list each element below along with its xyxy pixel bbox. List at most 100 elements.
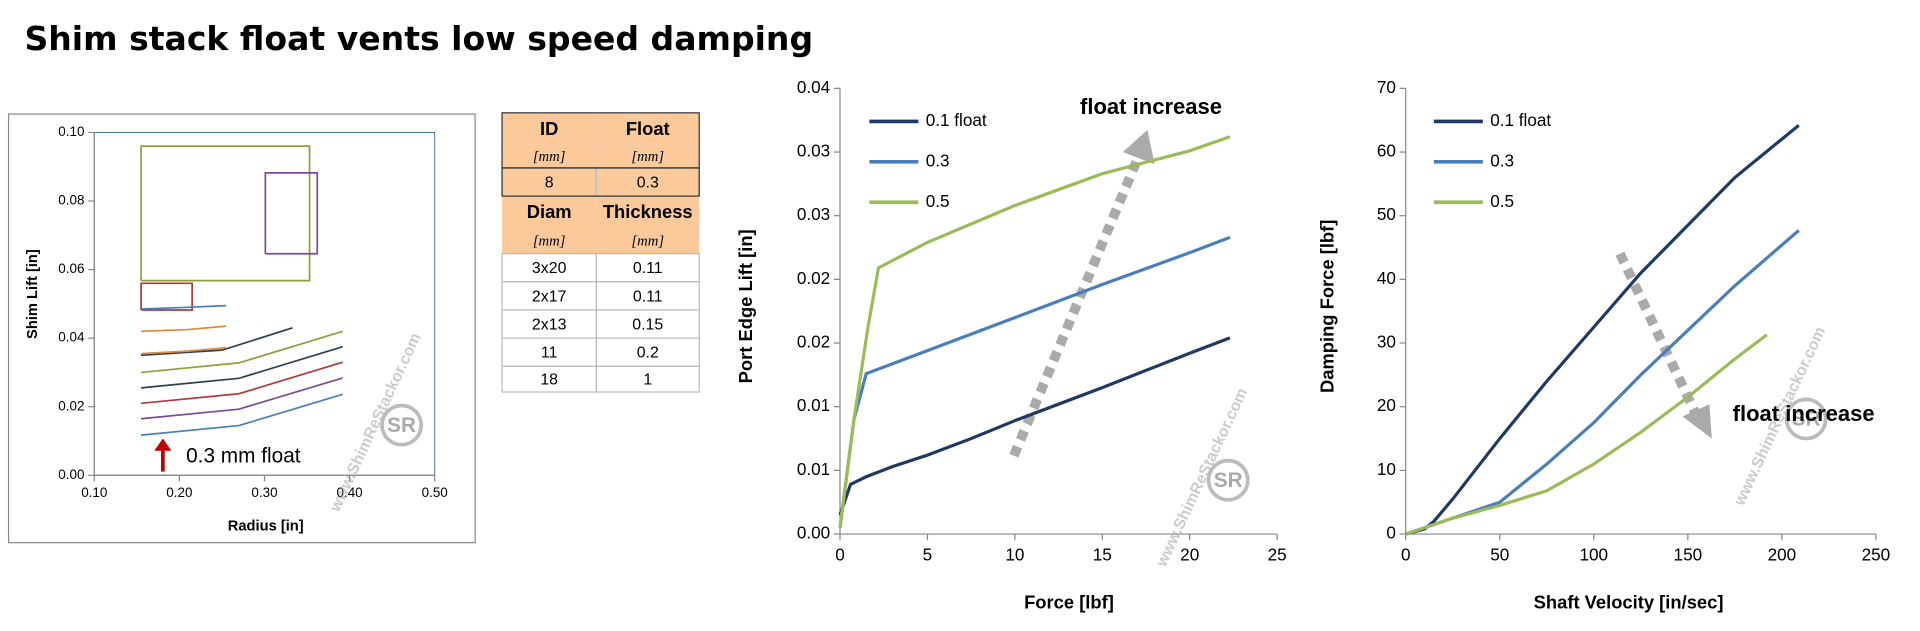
legend-label: 0.3 bbox=[926, 150, 950, 170]
x-tick-label: 50 bbox=[1490, 545, 1509, 565]
table-text: 11 bbox=[541, 345, 558, 362]
table-text: [mm] bbox=[631, 149, 664, 165]
shim-outline bbox=[140, 345, 343, 389]
table-text: [mm] bbox=[533, 149, 566, 165]
table-cell bbox=[595, 281, 700, 311]
x-tick-label: 0.20 bbox=[166, 485, 192, 500]
shim-outline bbox=[140, 393, 343, 436]
legend-label: 0.1 float bbox=[1490, 110, 1551, 130]
chart-frame bbox=[7, 113, 476, 544]
shim-outline bbox=[140, 377, 343, 420]
table-text: 3x20 bbox=[532, 260, 567, 277]
table-cell bbox=[595, 365, 700, 393]
y-tick-label: 0.10 bbox=[58, 124, 84, 139]
trend-arrow-head bbox=[1122, 129, 1155, 165]
x-axis-title: Force [lbf] bbox=[1024, 592, 1114, 613]
shim-outline bbox=[141, 304, 227, 310]
y-tick-label: 0.00 bbox=[797, 523, 830, 543]
table-cell bbox=[502, 227, 597, 254]
table-text: Thickness bbox=[603, 201, 693, 222]
table-cell bbox=[501, 365, 597, 393]
watermark-logo-text: SR bbox=[1792, 408, 1821, 431]
y-tick-label: 0.01 bbox=[797, 395, 830, 415]
table-text: Diam bbox=[527, 201, 572, 222]
table-text: Float bbox=[626, 118, 670, 139]
x-tick-label: 250 bbox=[1862, 545, 1891, 565]
annotation: float increase bbox=[1733, 401, 1875, 426]
table-cell bbox=[502, 112, 597, 145]
shim-outline bbox=[140, 282, 193, 311]
trend-arrow bbox=[1009, 159, 1141, 458]
shim-outline bbox=[140, 330, 343, 374]
shim-outline bbox=[141, 327, 293, 357]
trend-arrow-head bbox=[1682, 404, 1712, 439]
table-border bbox=[501, 167, 700, 197]
x-axis-title: Radius [in] bbox=[228, 519, 304, 535]
x-tick-label: 25 bbox=[1268, 545, 1287, 565]
series-line bbox=[838, 135, 1231, 528]
float-arrow-head bbox=[154, 438, 172, 451]
y-tick-label: 0.03 bbox=[797, 204, 830, 224]
legend-label: 0.5 bbox=[1490, 191, 1514, 211]
y-axis-title: Damping Force [lbf] bbox=[1316, 220, 1337, 393]
y-tick-label: 0.02 bbox=[797, 268, 830, 288]
annotation: 0.3 mm float bbox=[186, 444, 301, 467]
y-tick-label: 30 bbox=[1377, 332, 1396, 352]
series-line bbox=[1405, 124, 1800, 536]
table-cell bbox=[596, 227, 700, 254]
table-text: 0.15 bbox=[632, 316, 663, 333]
page-title: Shim stack float vents low speed damping bbox=[24, 19, 813, 58]
x-tick-label: 10 bbox=[1005, 545, 1024, 565]
table-text: 0.3 bbox=[637, 174, 659, 191]
x-tick-label: 0 bbox=[1401, 545, 1411, 565]
table-text: 2x13 bbox=[532, 316, 567, 333]
x-tick-label: 0.50 bbox=[422, 485, 448, 500]
watermark-logo-text: SR bbox=[1214, 469, 1243, 492]
y-tick-label: 70 bbox=[1377, 77, 1396, 97]
legend-label: 0.5 bbox=[926, 191, 950, 211]
y-tick-label: 0.03 bbox=[797, 141, 830, 161]
table-text: 18 bbox=[540, 372, 558, 389]
shim-outline bbox=[141, 346, 227, 355]
y-tick-label: 0.01 bbox=[797, 459, 830, 479]
y-tick-label: 0.02 bbox=[797, 332, 830, 352]
shim-outline bbox=[140, 361, 343, 405]
table-text: [mm] bbox=[533, 233, 566, 249]
table-text: 2x17 bbox=[532, 288, 567, 305]
table-text: 0.11 bbox=[633, 288, 663, 305]
table-cell bbox=[501, 281, 597, 311]
x-tick-label: 100 bbox=[1580, 545, 1609, 565]
shim-outline bbox=[264, 171, 319, 255]
annotation: float increase bbox=[1080, 94, 1222, 119]
watermark-logo bbox=[380, 403, 424, 447]
x-tick-label: 5 bbox=[923, 545, 933, 565]
table-cell bbox=[596, 112, 700, 145]
watermark-logo bbox=[1784, 397, 1828, 441]
shim-outline bbox=[141, 325, 227, 333]
x-tick-label: 20 bbox=[1180, 545, 1199, 565]
series-line bbox=[838, 336, 1231, 516]
y-axis-title: Port Edge Lift [in] bbox=[735, 229, 756, 383]
legend-label: 0.3 bbox=[1490, 150, 1514, 170]
x-tick-label: 0.40 bbox=[336, 485, 362, 500]
y-tick-label: 0.06 bbox=[58, 261, 84, 276]
series-line bbox=[1405, 333, 1768, 536]
table-cell bbox=[596, 144, 700, 168]
x-tick-label: 0.30 bbox=[251, 485, 277, 500]
trend-arrow bbox=[1615, 251, 1700, 414]
y-tick-label: 0.08 bbox=[58, 193, 84, 208]
y-tick-label: 0.04 bbox=[58, 330, 85, 345]
y-tick-label: 0.02 bbox=[58, 398, 84, 413]
y-tick-label: 20 bbox=[1377, 395, 1396, 415]
y-tick-label: 0 bbox=[1386, 523, 1396, 543]
table-text: 0.2 bbox=[637, 345, 659, 362]
y-axis-title: Shim Lift [in] bbox=[25, 249, 41, 339]
table-text: 1 bbox=[643, 372, 652, 389]
table-text: ID bbox=[540, 118, 558, 139]
table-text: 0.11 bbox=[633, 260, 663, 277]
y-tick-label: 0.00 bbox=[58, 467, 84, 482]
x-tick-label: 0 bbox=[835, 545, 845, 565]
y-tick-label: 0.04 bbox=[797, 77, 831, 97]
